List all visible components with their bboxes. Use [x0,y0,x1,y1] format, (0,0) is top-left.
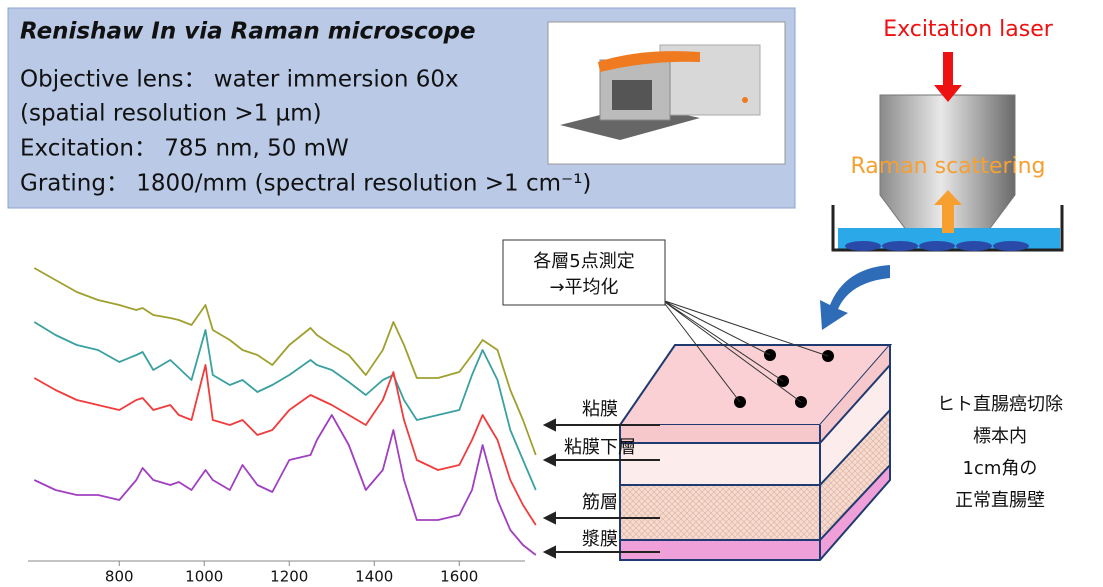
x-tick-label: 1000 [185,568,223,586]
sample-line: ヒト直腸癌切除 [937,394,1063,415]
layer-label: 筋層 [582,492,618,513]
sample-line: 標本内 [973,426,1027,447]
callout-line: →平均化 [549,277,618,298]
spectrum-line [34,415,536,555]
x-tick-label: 800 [105,568,134,586]
sample-line: 正常直腸壁 [955,490,1045,511]
x-tick-label: 1200 [270,568,308,586]
layer-label: 漿膜 [582,529,618,550]
spec-line: Objective lens： water immersion 60x [20,67,459,93]
spectrum-line [34,365,536,525]
callout-line: 各層5点測定 [533,251,634,272]
optics-diagram [820,52,1062,330]
figure: Renishaw In via Raman microscope Objecti… [0,0,1103,587]
x-tick-label: 1600 [440,568,478,586]
scattering-label: Raman scattering [850,154,1045,179]
spec-line: (spatial resolution >1 µm) [20,101,322,127]
x-tick-label: 1400 [355,568,393,586]
microscope-photo [548,22,785,164]
layer-label: 粘膜 [582,399,618,420]
spectrum-line [34,268,536,455]
laser-label: Excitation laser [883,17,1054,42]
layer-label: 粘膜下層 [564,437,636,458]
spec-line: Excitation： 785 nm, 50 mW [20,136,349,162]
spec-line: Grating： 1800/mm (spectral resolution >1… [20,171,591,197]
sample-line: 1cm角の [963,458,1038,479]
spec-title: Renishaw In via Raman microscope [20,19,476,45]
spectrum-line [34,322,536,490]
